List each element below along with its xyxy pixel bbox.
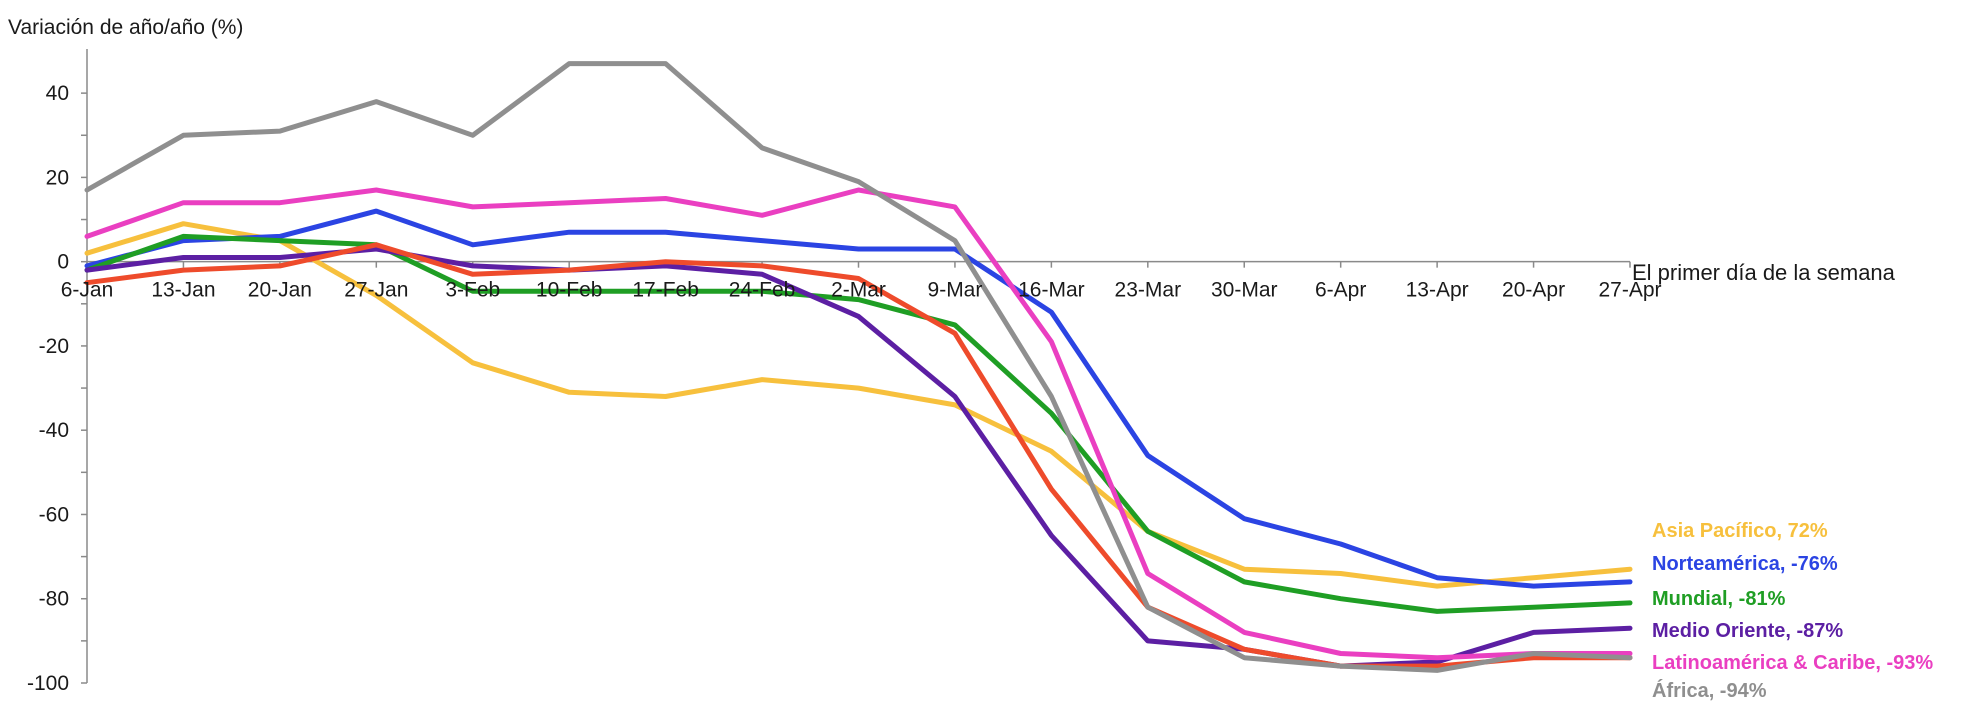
y-tick-label: 20 [46,166,69,189]
x-tick-label: 10-Feb [536,279,603,302]
x-tick-label: 16-Mar [1018,279,1085,302]
x-tick-label: 24-Feb [729,279,796,302]
axes [81,49,1631,684]
series-line-norteamérica [84,208,1633,589]
series-end-label: África, -94% [1652,679,1767,702]
series-line-mundial [84,233,1633,614]
x-tick-label: 2-Mar [831,279,886,302]
series-end-label: Norteamérica, -76% [1652,553,1838,575]
x-tick-label: 17-Feb [632,279,699,302]
series-line-latinoamérica-caribe [84,187,1633,661]
x-tick-label: 27-Jan [344,279,408,302]
y-tick-label: -40 [39,419,69,442]
x-tick-label: 27-Apr [1598,279,1661,302]
x-tick-label: 30-Mar [1211,279,1278,302]
y-tick-label: -80 [39,588,69,611]
x-tick-label: 6-Apr [1315,279,1366,302]
series-line-europa [84,242,1633,669]
series-end-label: Mundial, -81% [1652,588,1786,610]
x-tick-label: 13-Jan [151,279,215,302]
x-axis-title: El primer día de la semana [1632,260,1896,285]
y-tick-label: 0 [57,251,69,274]
y-tick-label: -100 [27,672,69,695]
series-line-asia-pacífico [84,221,1633,589]
y-tick-label: 40 [46,82,69,105]
x-tick-labels: 6-Jan 13-Jan 20-Jan 27-Jan 3-Feb 10-Feb 17-Feb… [61,279,1662,302]
y-tick-label: -60 [39,503,69,526]
x-tick-label: 20-Apr [1502,279,1565,302]
series-lines [84,61,1633,673]
x-tick-label: 13-Apr [1406,279,1469,302]
x-tick-label: 3-Feb [445,279,500,302]
y-tick-labels: 40 20 0 -20 -40 -60 -80 -100 [27,82,69,695]
series-end-label: Medio Oriente, -87% [1652,620,1843,642]
x-tick-label: 20-Jan [248,279,312,302]
series-end-label: Asia Pacífico, 72% [1652,520,1828,542]
series-line-medio-oriente [84,246,1633,669]
series-line-áfrica [84,61,1633,673]
series-end-label: Latinoamérica & Caribe, -93% [1652,652,1933,674]
series-end-labels: Asia Pacífico, 72% Norteamérica, -76% Mund… [1652,520,1933,702]
x-tick-label: 23-Mar [1115,279,1182,302]
y-tick-label: -20 [39,335,69,358]
y-axis-title: Variación de año/año (%) [8,16,243,39]
x-tick-label: 6-Jan [61,279,114,302]
x-tick-label: 9-Mar [928,279,983,302]
